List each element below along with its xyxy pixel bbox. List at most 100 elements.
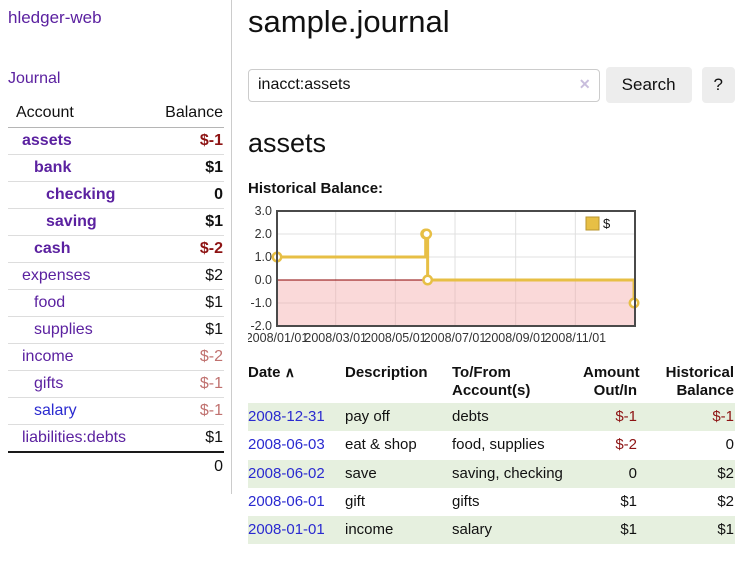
chart-heading: Historical Balance: <box>248 180 384 197</box>
account-link[interactable]: bank <box>34 159 72 176</box>
svg-text:2008/09/01: 2008/09/01 <box>484 331 547 345</box>
transaction-accounts: food, supplies <box>452 436 545 454</box>
transaction-description: eat & shop <box>345 436 417 454</box>
svg-text:2008/11/01: 2008/11/01 <box>545 331 607 345</box>
accounts-header-row: Account Balance <box>8 102 224 128</box>
transaction-date-link[interactable]: 2008-06-01 <box>248 492 325 510</box>
account-name-cell: saving <box>8 208 146 236</box>
transaction-row: 2008-06-02 save saving, checking 0 $2 <box>248 459 735 488</box>
accounts-table: Account Balance assets $-1 bank $1 checking 0… <box>8 102 224 480</box>
account-link[interactable]: saving <box>46 213 97 230</box>
account-link[interactable]: food <box>34 294 66 311</box>
app-title-link[interactable]: hledger-web <box>8 8 102 27</box>
account-balance: 0 <box>145 181 224 209</box>
account-name-cell: food <box>8 289 146 317</box>
account-name-cell: income <box>8 343 146 371</box>
transaction-date-cell: 2008-12-31 <box>248 403 345 431</box>
account-name-cell: liabilities:debts <box>8 424 146 452</box>
account-name-cell: supplies <box>8 316 146 344</box>
account-balance: $2 <box>145 262 224 290</box>
transaction-description: income <box>345 521 394 538</box>
transaction-date-cell: 2008-06-03 <box>248 431 345 459</box>
transaction-accounts: saving, checking <box>452 464 563 482</box>
sidebar: hledger-web Journal Account Balance asse… <box>0 0 232 494</box>
transaction-date-link[interactable]: 2008-12-31 <box>248 408 325 425</box>
account-name-cell: gifts <box>8 370 146 398</box>
register-col-date[interactable]: Date ∧ <box>248 364 295 381</box>
transaction-row: 2008-06-03 eat & shop food, supplies $-2 0 <box>248 431 735 459</box>
accounts-col-balance: Balance <box>145 102 224 128</box>
register-col-amount: Amount Out/In <box>583 364 640 399</box>
register-col-accounts: To/From Account(s) <box>452 364 531 399</box>
sort-ascending-icon: ∧ <box>284 364 295 380</box>
historical-balance-chart[interactable]: -2.0 -1.0 0.0 1.0 2.0 3.0 2008/01/012008/03/01… <box>248 204 648 346</box>
account-link[interactable]: liabilities:debts <box>22 429 127 446</box>
transaction-amount: 0 <box>628 464 637 482</box>
search-form: ✕ Search ? <box>248 67 735 103</box>
transaction-amount: $-2 <box>615 436 637 454</box>
account-link[interactable]: income <box>22 348 74 365</box>
transaction-amount: $1 <box>620 521 637 538</box>
transaction-balance: $2 <box>717 464 734 482</box>
account-row: cash $-2 <box>8 235 224 263</box>
search-input[interactable] <box>248 68 600 102</box>
register-table: Date ∧ Description To/From Account(s) Am… <box>248 363 735 545</box>
account-row: income $-2 <box>8 343 224 371</box>
account-name-cell: expenses <box>8 262 146 290</box>
transaction-balance: $2 <box>717 492 734 510</box>
search-help-button[interactable]: ? <box>701 67 735 103</box>
transaction-date-cell: 2008-01-01 <box>248 516 345 544</box>
account-link[interactable]: expenses <box>22 267 91 284</box>
account-balance: $-1 <box>145 370 224 398</box>
account-link[interactable]: gifts <box>34 375 64 392</box>
account-row: supplies $1 <box>8 316 224 344</box>
register-col-balance: Historical Balance <box>665 364 734 399</box>
account-name-cell: checking <box>8 181 146 209</box>
transaction-date-link[interactable]: 2008-01-01 <box>248 521 325 538</box>
register-header-row: Date ∧ Description To/From Account(s) Am… <box>248 363 735 403</box>
transaction-description: pay off <box>345 408 390 425</box>
clear-search-icon[interactable]: ✕ <box>578 75 591 92</box>
search-button[interactable]: Search <box>605 67 692 103</box>
account-name-cell: assets <box>8 128 146 155</box>
account-row: bank $1 <box>8 154 224 182</box>
accounts-total-row: 0 <box>8 451 224 480</box>
account-balance: $1 <box>145 424 224 452</box>
accounts-total-value: 0 <box>8 451 224 480</box>
page-title: sample.journal <box>248 4 450 39</box>
svg-text:3.0: 3.0 <box>255 204 272 218</box>
account-row: liabilities:debts $1 <box>8 424 224 452</box>
sidebar-item-journal[interactable]: Journal <box>8 70 61 87</box>
account-link[interactable]: supplies <box>34 321 93 338</box>
transaction-date-cell: 2008-06-02 <box>248 460 345 488</box>
account-row: gifts $-1 <box>8 370 224 398</box>
transaction-date-link[interactable]: 2008-06-02 <box>248 464 325 482</box>
svg-text:-1.0: -1.0 <box>250 296 272 310</box>
account-link[interactable]: cash <box>34 240 71 257</box>
account-row: checking 0 <box>8 181 224 209</box>
svg-text:1.0: 1.0 <box>255 250 272 264</box>
svg-text:$: $ <box>603 216 611 231</box>
transaction-row: 2008-12-31 pay off debts $-1 $-1 <box>248 403 735 432</box>
account-row: food $1 <box>8 289 224 317</box>
account-row: salary $-1 <box>8 397 224 425</box>
account-name-cell: salary <box>8 397 146 425</box>
transaction-amount: $1 <box>620 492 637 510</box>
account-link[interactable]: checking <box>46 186 116 203</box>
transaction-date-link[interactable]: 2008-06-03 <box>248 436 325 454</box>
transaction-amount: $-1 <box>615 408 637 425</box>
accounts-col-account: Account <box>8 102 146 128</box>
transaction-balance: $-1 <box>712 408 734 425</box>
account-row: expenses $2 <box>8 262 224 290</box>
svg-text:2.0: 2.0 <box>255 227 272 241</box>
transaction-description: gift <box>345 492 366 510</box>
account-balance: $1 <box>145 316 224 344</box>
transaction-accounts: salary <box>452 521 493 538</box>
account-link[interactable]: salary <box>34 402 77 419</box>
account-balance: $-1 <box>199 132 223 149</box>
account-link[interactable]: assets <box>22 132 72 149</box>
transaction-date-cell: 2008-06-01 <box>248 488 345 516</box>
account-balance: $-1 <box>145 397 224 425</box>
account-balance: $-2 <box>145 343 224 371</box>
